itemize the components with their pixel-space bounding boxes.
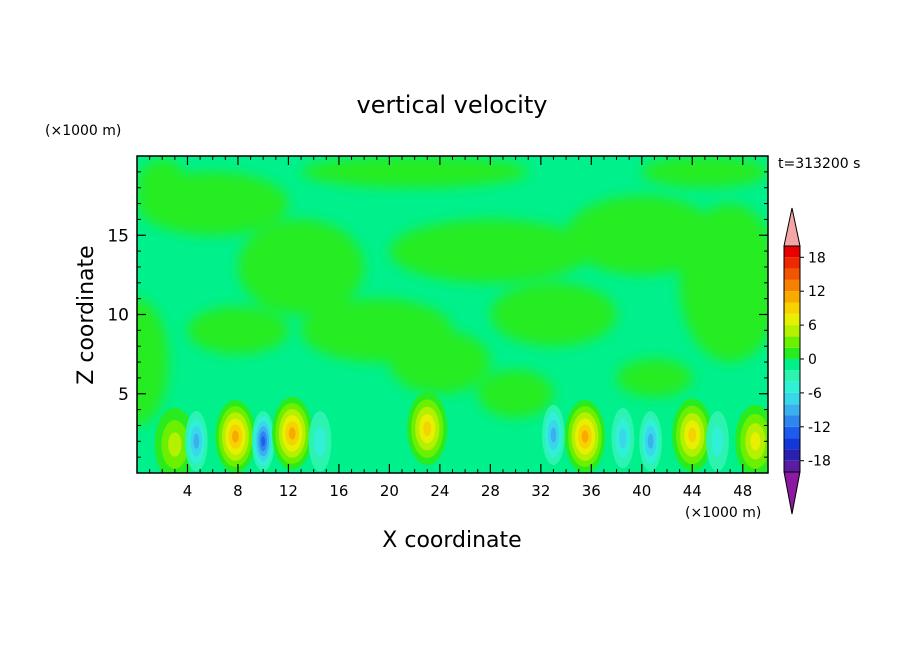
colorbar-band xyxy=(784,359,800,371)
y-tick-label: 10 xyxy=(107,306,129,326)
chart-title: vertical velocity xyxy=(357,91,548,119)
velocity-cell xyxy=(611,408,635,469)
y-axis: 5 10 15 xyxy=(107,171,768,458)
y-unit-label: (×1000 m) xyxy=(45,123,121,139)
positive-patch xyxy=(137,159,188,217)
colorbar-band xyxy=(784,438,800,450)
colorbar-band xyxy=(784,449,800,461)
colorbar-label: 12 xyxy=(808,284,826,300)
positive-patch xyxy=(389,330,491,394)
x-tick-label: 36 xyxy=(582,482,601,500)
velocity-cell xyxy=(215,400,256,473)
velocity-cell xyxy=(735,404,768,473)
colorbar-band xyxy=(784,404,800,416)
colorbar-over-triangle xyxy=(783,207,801,247)
x-tick-label: 24 xyxy=(430,482,449,500)
x-tick-label: 4 xyxy=(183,482,193,500)
x-tick-label: 44 xyxy=(683,482,702,500)
velocity-cell xyxy=(639,411,662,472)
colorbar-label: 18 xyxy=(808,250,826,266)
colorbar-band xyxy=(784,347,800,359)
velocity-cell xyxy=(564,400,606,473)
colorbar: 18 12 6 0 -6 -12 -18 xyxy=(783,207,831,515)
colorbar-label: 6 xyxy=(808,318,817,334)
x-tick-label: 12 xyxy=(279,482,298,500)
colorbar-band xyxy=(784,268,800,280)
x-tick-label: 48 xyxy=(733,482,752,500)
plot-area xyxy=(137,156,768,473)
velocity-cell xyxy=(272,396,313,470)
colorbar-band xyxy=(784,415,800,427)
colorbar-band xyxy=(784,381,800,393)
colorbar-label: -6 xyxy=(808,386,822,402)
velocity-cell xyxy=(407,392,448,466)
x-tick-label: 16 xyxy=(329,482,348,500)
y-tick-label: 5 xyxy=(118,385,129,405)
y-axis-label: Z coordinate xyxy=(74,245,99,384)
velocity-cell xyxy=(184,411,208,472)
x-axis-label: X coordinate xyxy=(382,528,521,553)
velocity-cell xyxy=(308,411,332,472)
colorbar-label: -12 xyxy=(808,420,831,436)
colorbar-band xyxy=(784,392,800,405)
x-axis: 4 8 12 16 20 24 28 32 36 40 44 48 xyxy=(149,156,756,500)
y-tick-label: 15 xyxy=(107,226,129,246)
x-tick-label: 32 xyxy=(531,482,550,500)
time-label: t=313200 s xyxy=(778,156,860,172)
positive-patch xyxy=(477,369,554,418)
colorbar-band xyxy=(784,336,800,348)
positive-patch xyxy=(389,219,592,283)
x-tick-label: 40 xyxy=(632,482,651,500)
colorbar-label: 0 xyxy=(808,352,817,368)
positive-patches xyxy=(137,156,768,426)
colorbar-under-triangle xyxy=(783,471,801,515)
positive-patch xyxy=(301,156,529,188)
velocity-cell xyxy=(251,411,275,472)
velocity-cell xyxy=(672,398,713,472)
colorbar-band xyxy=(784,460,800,472)
colorbar-band xyxy=(784,325,800,337)
positive-patch xyxy=(679,203,768,363)
colorbar-band xyxy=(784,279,800,292)
colorbar-band xyxy=(784,426,800,439)
positive-patch xyxy=(616,358,693,397)
velocity-cell xyxy=(542,404,565,466)
x-unit-label: (×1000 m) xyxy=(685,505,761,521)
positive-patch xyxy=(490,282,617,347)
x-tick-label: 20 xyxy=(380,482,399,500)
x-tick-label: 28 xyxy=(481,482,500,500)
velocity-cell xyxy=(706,411,729,472)
velocity-cells xyxy=(154,392,768,473)
colorbar-label: -18 xyxy=(808,454,831,470)
positive-patch xyxy=(237,219,365,315)
x-tick-label: 8 xyxy=(233,482,243,500)
colorbar-band xyxy=(784,313,800,326)
positive-patch xyxy=(566,195,718,275)
positive-patch xyxy=(641,156,768,188)
colorbar-band xyxy=(784,257,800,269)
colorbar-band xyxy=(784,302,800,314)
colorbar-band xyxy=(784,291,800,303)
velocity-cell xyxy=(154,408,196,473)
colorbar-band xyxy=(784,246,800,258)
colorbar-band xyxy=(784,370,800,382)
positive-patch xyxy=(187,306,289,355)
